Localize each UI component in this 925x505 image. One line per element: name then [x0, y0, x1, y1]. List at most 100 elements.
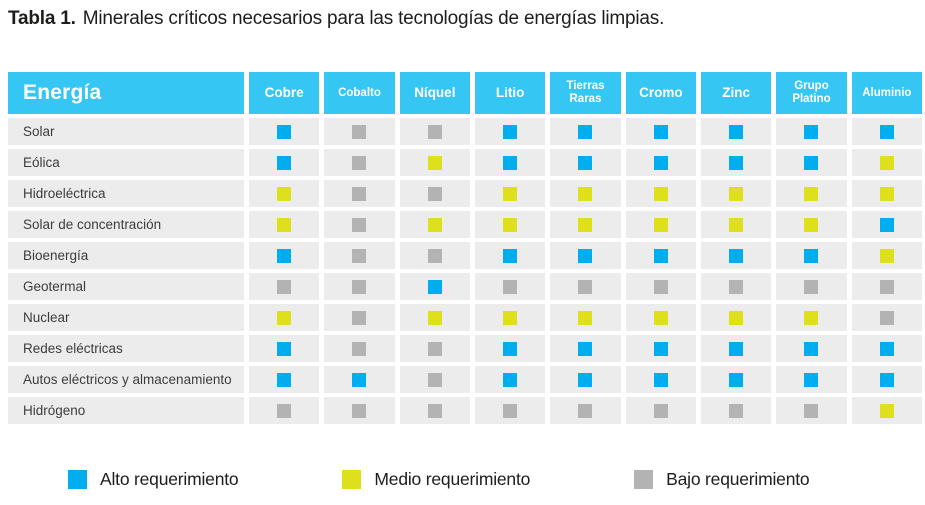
bajo-requerimiento-marker — [427, 248, 442, 263]
cell-níquel — [399, 304, 470, 331]
cell-zinc — [701, 397, 772, 424]
bajo-requerimiento-marker — [277, 403, 292, 418]
bajo-requerimiento-marker — [352, 279, 367, 294]
cell-grupo-platino — [776, 118, 847, 145]
cell-cromo — [625, 242, 696, 269]
bajo-requerimiento-marker — [729, 279, 744, 294]
cell-tierras-raras — [550, 118, 621, 145]
legend-label: Alto requerimiento — [100, 469, 239, 489]
bajo-requerimiento-marker — [427, 124, 442, 139]
alto-requerimiento-marker — [503, 372, 518, 387]
cell-cobre — [249, 273, 320, 300]
alto-requerimiento-marker — [729, 372, 744, 387]
alto-requerimiento-marker — [879, 372, 894, 387]
cell-cromo — [625, 180, 696, 207]
row-label: Solar — [8, 118, 244, 145]
cell-zinc — [701, 304, 772, 331]
minerals-table: Energía Cobre Cobalto Níquel Litio Tierras Ra… — [8, 72, 922, 424]
bajo-requerimiento-marker — [804, 403, 819, 418]
cell-grupo-platino — [776, 304, 847, 331]
cell-cobre — [249, 397, 320, 424]
cell-cobalto — [324, 211, 395, 238]
cell-cobalto — [324, 242, 395, 269]
medio-requerimiento-marker — [277, 186, 292, 201]
cell-tierras-raras — [550, 366, 621, 393]
cell-grupo-platino — [776, 366, 847, 393]
cell-zinc — [701, 366, 772, 393]
cell-cobalto — [324, 304, 395, 331]
row-label: Hidroeléctrica — [8, 180, 244, 207]
cell-litio — [475, 242, 546, 269]
column-header-cobre: Cobre — [249, 72, 320, 114]
cell-cobre — [249, 242, 320, 269]
medio-requerimiento-marker — [578, 186, 593, 201]
alto-requerimiento-marker — [277, 124, 292, 139]
column-header-cromo: Cromo — [625, 72, 696, 114]
medio-requerimiento-marker — [804, 186, 819, 201]
cell-litio — [475, 366, 546, 393]
table-caption: Tabla 1. Minerales críticos necesarios pa… — [8, 8, 664, 30]
row-label: Autos eléctricos y almacenamiento — [8, 366, 244, 393]
alto-requerimiento-marker — [804, 124, 819, 139]
legend-item-medio: Medio requerimiento — [342, 469, 530, 490]
cell-litio — [475, 335, 546, 362]
legend-item-alto: Alto requerimiento — [68, 469, 239, 490]
cell-grupo-platino — [776, 149, 847, 176]
alto-requerimiento-marker — [503, 248, 518, 263]
bajo-requerimiento-swatch — [634, 470, 654, 489]
cell-cobalto — [324, 397, 395, 424]
bajo-requerimiento-marker — [804, 279, 819, 294]
bajo-requerimiento-marker — [352, 341, 367, 356]
cell-cromo — [625, 304, 696, 331]
bajo-requerimiento-marker — [503, 403, 518, 418]
cell-aluminio — [851, 242, 922, 269]
alto-requerimiento-marker — [879, 124, 894, 139]
column-header-níquel: Níquel — [399, 72, 470, 114]
cell-níquel — [399, 335, 470, 362]
bajo-requerimiento-marker — [352, 186, 367, 201]
table-caption-number: Tabla 1. — [8, 8, 76, 29]
legend-label: Bajo requerimiento — [666, 469, 810, 489]
bajo-requerimiento-marker — [352, 403, 367, 418]
bajo-requerimiento-marker — [427, 403, 442, 418]
bajo-requerimiento-marker — [352, 124, 367, 139]
cell-cobre — [249, 211, 320, 238]
cell-grupo-platino — [776, 180, 847, 207]
cell-cromo — [625, 211, 696, 238]
cell-litio — [475, 211, 546, 238]
legend-item-bajo: Bajo requerimiento — [634, 469, 810, 490]
column-header-energia: Energía — [8, 72, 244, 114]
row-label: Geotermal — [8, 273, 244, 300]
bajo-requerimiento-marker — [352, 248, 367, 263]
bajo-requerimiento-marker — [578, 279, 593, 294]
medio-requerimiento-marker — [503, 217, 518, 232]
bajo-requerimiento-marker — [427, 186, 442, 201]
cell-grupo-platino — [776, 397, 847, 424]
row-label: Eólica — [8, 149, 244, 176]
cell-tierras-raras — [550, 149, 621, 176]
medio-requerimiento-marker — [427, 217, 442, 232]
cell-cobalto — [324, 366, 395, 393]
alto-requerimiento-marker — [729, 341, 744, 356]
bajo-requerimiento-marker — [427, 341, 442, 356]
cell-cobre — [249, 366, 320, 393]
cell-grupo-platino — [776, 242, 847, 269]
cell-cobre — [249, 304, 320, 331]
medio-requerimiento-marker — [729, 217, 744, 232]
alto-requerimiento-marker — [804, 341, 819, 356]
alto-requerimiento-marker — [879, 341, 894, 356]
cell-tierras-raras — [550, 397, 621, 424]
bajo-requerimiento-marker — [503, 279, 518, 294]
alto-requerimiento-marker — [653, 248, 668, 263]
medio-requerimiento-marker — [503, 310, 518, 325]
alto-requerimiento-marker — [804, 372, 819, 387]
table-caption-text: Minerales críticos necesarios para las t… — [82, 8, 665, 29]
cell-zinc — [701, 335, 772, 362]
cell-cromo — [625, 397, 696, 424]
medio-requerimiento-marker — [804, 217, 819, 232]
cell-cobalto — [324, 118, 395, 145]
cell-litio — [475, 397, 546, 424]
alto-requerimiento-marker — [427, 279, 442, 294]
medio-requerimiento-marker — [277, 217, 292, 232]
alto-requerimiento-swatch — [68, 470, 87, 489]
